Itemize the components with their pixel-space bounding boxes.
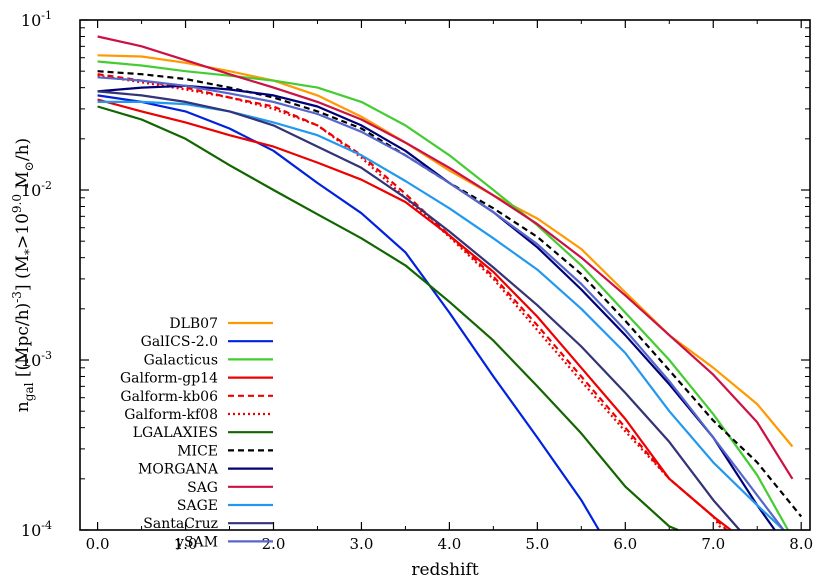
x-axis-label: redshift [411,560,478,580]
legend: DLB07 GalICS-2.0 Galacticus Galform-gp14 Gal… [120,316,273,550]
y-tick-label: 10-1 [21,9,52,30]
x-tick-label: 3.0 [350,535,374,553]
x-tick-label: 5.0 [525,535,549,553]
legend-label: Galform-kb06 [120,389,218,405]
series-line-galform-kf08 [97,74,723,531]
axis-ticks [80,19,810,531]
x-tick-label: 6.0 [613,535,637,553]
series-lines [97,35,803,532]
x-tick-label: 8.0 [789,535,813,553]
legend-label: SantaCruz [143,516,218,532]
legend-label: Galform-gp14 [120,371,218,387]
series-line-galics-2.0 [97,94,600,531]
y-tick-label: 10-3 [21,349,52,370]
legend-label: SAG [187,480,218,496]
series-line-galacticus [97,60,789,531]
y-axis-label: ngal [(Mpc/h)-3] (M*>109.0 M⊙/h) [10,138,36,412]
legend-label: Galacticus [144,352,218,368]
series-line-sag [97,35,794,480]
x-tick-label: 7.0 [701,535,725,553]
legend-label: SAGE [177,498,218,514]
legend-label: DLB07 [169,316,218,332]
legend-label: ySAM [175,534,218,550]
plot-frame [79,19,811,531]
y-tick-label: 10-4 [21,519,52,540]
x-tick-label: 1.0 [174,535,198,553]
legend-label: LGALAXIES [133,425,218,441]
legend-label: MORGANA [138,462,219,478]
x-tick-label: 4.0 [437,535,461,553]
y-tick-label: 10-2 [21,179,52,200]
series-line-lgalaxies [97,105,679,532]
x-tick-label: 2.0 [262,535,286,553]
x-tick-label: 0.0 [86,535,110,553]
legend-label: MICE [177,443,218,459]
y-tick-labels: 10-4 10-3 10-2 10-1 [21,9,52,540]
legend-label: GalICS-2.0 [141,334,218,350]
series-line-santacruz [97,90,741,531]
legend-label: Galform-kf08 [124,407,218,423]
series-line-ysam [97,76,785,531]
x-tick-labels: 0.0 1.0 2.0 3.0 4.0 5.0 6.0 7.0 8.0 [86,535,813,553]
